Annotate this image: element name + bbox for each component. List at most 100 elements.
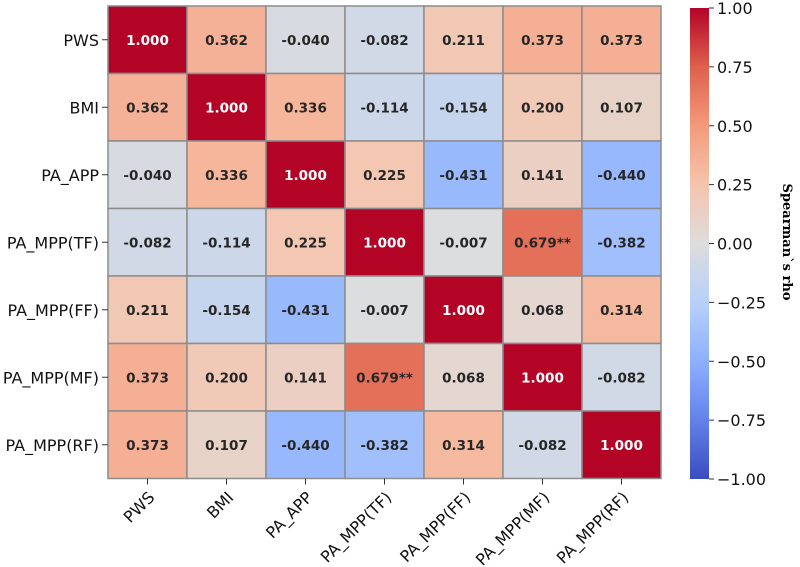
heatmap-cell xyxy=(107,5,188,75)
heatmap-cell-value: 0.200 xyxy=(521,100,564,116)
heatmap-cell-value: -0.007 xyxy=(439,235,487,251)
heatmap-cell-value: 0.679** xyxy=(356,370,413,386)
heatmap-cell-value: 1.000 xyxy=(442,303,485,319)
heatmap-cell-value: 1.000 xyxy=(363,235,406,251)
heatmap-cell-value: -0.154 xyxy=(202,303,250,319)
colorbar-ticks: 1.00 0.75 0.50 0.25 0.00 −0.25 −0.50 −0.75 −1.00 xyxy=(709,0,766,489)
heatmap-cell xyxy=(581,207,662,277)
heatmap-cell-value: 0.141 xyxy=(521,168,564,184)
heatmap-cell-value: 0.200 xyxy=(205,370,248,386)
heatmap-cell xyxy=(423,72,504,142)
heatmap-cell-value: -0.040 xyxy=(281,33,329,49)
heatmap-cell-value: -0.382 xyxy=(597,235,645,251)
heatmap-cell xyxy=(581,342,662,412)
heatmap-cell-value: -0.114 xyxy=(360,100,408,116)
heatmap-cell-value: -0.440 xyxy=(597,168,645,184)
colorbar: 1.00 0.75 0.50 0.25 0.00 −0.25 −0.50 −0.75 −1.00… xyxy=(690,0,794,489)
x-axis-tick-label: PA_MPP(TF) xyxy=(317,488,396,567)
heatmap-cell-value: 0.373 xyxy=(126,438,169,454)
heatmap-cell-value: -0.082 xyxy=(123,235,171,251)
heatmap-cell-value: -0.082 xyxy=(518,438,566,454)
heatmap-cell-value: 1.000 xyxy=(284,168,327,184)
heatmap-cell xyxy=(502,410,583,480)
y-axis-tick-label: PA_APP xyxy=(41,166,99,186)
colorbar-gradient xyxy=(690,8,709,479)
heatmap-cell-value: 0.211 xyxy=(126,303,169,319)
heatmap-cell xyxy=(423,342,504,412)
colorbar-tick-label: 0.75 xyxy=(717,58,753,77)
heatmap-cell-value: 0.141 xyxy=(284,370,327,386)
heatmap-cell-value: 0.373 xyxy=(521,33,564,49)
heatmap-cell-labels: 1.000 0.362 -0.040 -0.082 0.211 0.373 0.373 0.3… xyxy=(123,33,645,454)
heatmap-cell-value: 0.373 xyxy=(126,370,169,386)
heatmap-cell-value: 0.362 xyxy=(126,100,169,116)
heatmap-cell-value: 0.336 xyxy=(284,100,327,116)
heatmap-cell-value: 0.211 xyxy=(442,33,485,49)
heatmap-cell xyxy=(186,342,267,412)
heatmap-cell xyxy=(423,140,504,210)
heatmap-cell-value: 0.225 xyxy=(284,235,327,251)
heatmap-cell-value: -0.382 xyxy=(360,438,408,454)
x-axis-tick-label: BMI xyxy=(203,488,237,522)
heatmap-cell xyxy=(581,410,662,480)
heatmap-cell-value: 1.000 xyxy=(600,438,643,454)
heatmap-cell-value: 0.314 xyxy=(442,438,485,454)
heatmap-cell xyxy=(265,410,346,480)
heatmap-cell xyxy=(581,72,662,142)
heatmap-cell-value: -0.007 xyxy=(360,303,408,319)
heatmap-cell xyxy=(344,140,425,210)
heatmap-cell-value: 0.362 xyxy=(205,33,248,49)
heatmap-cell xyxy=(107,207,188,277)
heatmap-cell xyxy=(344,410,425,480)
heatmap-cell xyxy=(423,410,504,480)
heatmap-cell xyxy=(265,140,346,210)
heatmap-cells xyxy=(107,5,662,480)
heatmap-cell-value: -0.082 xyxy=(597,370,645,386)
heatmap-cell-value: 0.068 xyxy=(442,370,485,386)
x-axis-tick-labels: PWS BMI PA_APP PA_MPP(TF) PA_MPP(FF)PA_MPP(M… xyxy=(120,478,633,567)
heatmap-cell-value: 0.107 xyxy=(205,438,248,454)
heatmap-cell xyxy=(581,140,662,210)
heatmap-cell-value: 0.314 xyxy=(600,303,643,319)
heatmap-cell-value: 0.336 xyxy=(205,168,248,184)
heatmap-cell xyxy=(265,72,346,142)
heatmap-cell xyxy=(502,207,583,277)
y-axis-tick-label: PA_MPP(MF) xyxy=(3,368,99,388)
y-axis-tick-labels: PWS BMI PA_APP PA_MPP(TF) PA_MPP(FF) PA_MPP(M… xyxy=(3,31,108,456)
x-axis-tick-label: PA_MPP(MF) xyxy=(472,488,554,567)
heatmap-cell-value: -0.440 xyxy=(281,438,329,454)
heatmap-cell-value: -0.082 xyxy=(360,33,408,49)
heatmap-cell xyxy=(502,5,583,75)
y-axis-tick-label: PA_MPP(FF) xyxy=(7,301,99,321)
colorbar-tick-label: 0.50 xyxy=(717,117,753,136)
colorbar-tick-label: 0.25 xyxy=(717,176,753,195)
colorbar-tick-label: 1.00 xyxy=(717,0,753,18)
y-axis-tick-label: PA_MPP(RF) xyxy=(6,436,99,456)
heatmap-cell xyxy=(344,342,425,412)
heatmap-cell-value: -0.431 xyxy=(439,168,487,184)
colorbar-tick-label: −0.50 xyxy=(717,352,766,371)
colorbar-tick-label: −1.00 xyxy=(717,470,766,489)
heatmap-cell-value: -0.154 xyxy=(439,100,487,116)
heatmap-cell-value: -0.431 xyxy=(281,303,329,319)
colorbar-tick-label: −0.75 xyxy=(717,411,766,430)
heatmap-cell xyxy=(502,140,583,210)
heatmap-cell-value: 0.679** xyxy=(514,235,571,251)
heatmap-cell xyxy=(186,5,267,75)
heatmap-cell xyxy=(186,207,267,277)
heatmap-cell xyxy=(265,5,346,75)
heatmap-cell-value: 0.225 xyxy=(363,168,406,184)
heatmap-cell-value: 1.000 xyxy=(126,33,169,49)
heatmap-cell xyxy=(265,275,346,345)
x-axis-tick-label: PWS xyxy=(120,488,159,527)
heatmap-cell-value: 0.068 xyxy=(521,303,564,319)
heatmap-cell-value: 0.107 xyxy=(600,100,643,116)
heatmap-cell xyxy=(107,275,188,345)
x-axis-tick-label: PA_MPP(FF) xyxy=(396,488,475,567)
x-axis-tick-label: PA_APP xyxy=(262,488,317,543)
heatmap-cell-value: 0.373 xyxy=(600,33,643,49)
heatmap-cell xyxy=(107,342,188,412)
colorbar-label: Spearman`s rho xyxy=(779,184,794,301)
heatmap-cell-value: -0.040 xyxy=(123,168,171,184)
